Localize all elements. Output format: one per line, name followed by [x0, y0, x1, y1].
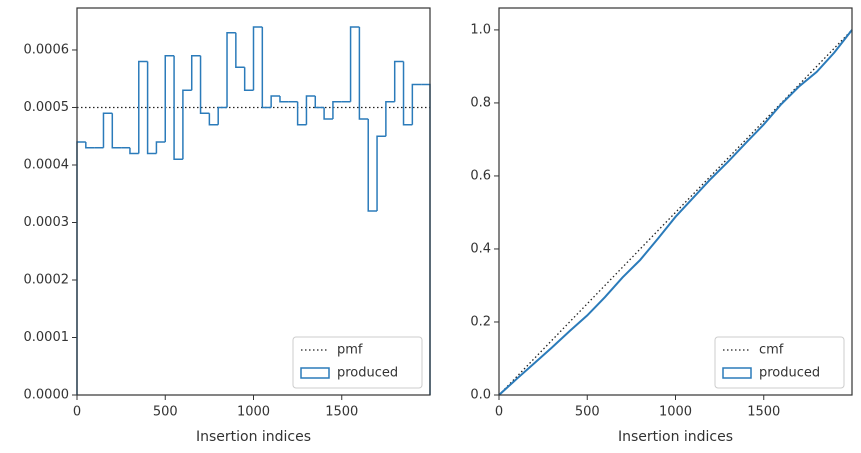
histogram-step [155, 141, 166, 154]
legend-label: produced [337, 366, 398, 381]
y-tick-label: 0.0004 [24, 157, 70, 172]
histogram-step [76, 141, 86, 395]
y-tick-label: 0.0001 [24, 330, 70, 345]
histogram-step [217, 106, 228, 125]
y-tick-label: 1.0 [470, 22, 491, 37]
histogram-step [296, 101, 307, 126]
x-tick-label: 0 [495, 405, 503, 420]
y-tick-label: 0.8 [470, 95, 491, 110]
histogram-step [190, 54, 201, 91]
x-tick-label: 500 [575, 405, 600, 420]
histogram-step [358, 26, 369, 120]
y-tick-label: 0.0003 [24, 215, 70, 230]
x-tick-label: 500 [153, 405, 178, 420]
histogram-step [385, 100, 395, 137]
histogram-step [182, 89, 192, 160]
histogram-step [323, 107, 333, 120]
histogram-step [138, 60, 148, 154]
histogram-step [252, 26, 263, 91]
axes-frame [76, 7, 431, 396]
y-tick-label: 0.0005 [24, 100, 70, 115]
histogram-step [261, 26, 272, 109]
legend-swatch [722, 367, 752, 379]
histogram-step [279, 95, 289, 103]
histogram-step [164, 54, 175, 142]
y-tick-label: 0.0 [470, 388, 491, 403]
x-tick-label: 0 [73, 405, 81, 420]
histogram-step [129, 147, 139, 155]
x-axis-label: Insertion indices [618, 429, 733, 445]
legend-label: produced [759, 366, 820, 381]
y-tick-label: 0.0000 [24, 388, 70, 403]
axes-frame [498, 7, 853, 396]
histogram-step [270, 95, 280, 108]
histogram-step [305, 95, 316, 125]
histogram-step [173, 55, 183, 160]
series-line [498, 29, 853, 396]
histogram-step [349, 26, 360, 102]
histogram-step [102, 112, 113, 148]
histogram-step [235, 32, 245, 68]
histogram-step [411, 83, 422, 125]
histogram-step [332, 100, 342, 119]
histogram-step [314, 95, 325, 109]
histogram-step [85, 141, 95, 149]
histogram-step [111, 113, 122, 149]
histogram-step [402, 61, 413, 126]
y-tick-label: 0.0006 [24, 42, 70, 57]
histogram-step [367, 118, 378, 212]
histogram-step [199, 55, 210, 114]
x-tick-label: 1500 [747, 405, 780, 420]
legend-label: cmf [759, 343, 784, 358]
legend-label: pmf [337, 343, 363, 358]
x-tick-label: 1000 [237, 405, 270, 420]
series-line [498, 29, 853, 396]
x-axis-label: Insertion indices [196, 429, 311, 445]
x-tick-label: 1000 [659, 405, 692, 420]
histogram-step [376, 135, 386, 211]
x-tick-label: 1500 [325, 405, 358, 420]
y-tick-label: 0.6 [470, 168, 491, 183]
histogram-step [146, 61, 157, 155]
histogram-step [243, 67, 254, 91]
y-tick-label: 0.4 [470, 241, 491, 256]
y-tick-label: 0.2 [470, 314, 491, 329]
histogram-step [226, 31, 236, 108]
histogram-step [393, 60, 404, 102]
y-tick-label: 0.0002 [24, 272, 70, 287]
legend-swatch [300, 367, 330, 379]
histogram-step [208, 113, 219, 126]
